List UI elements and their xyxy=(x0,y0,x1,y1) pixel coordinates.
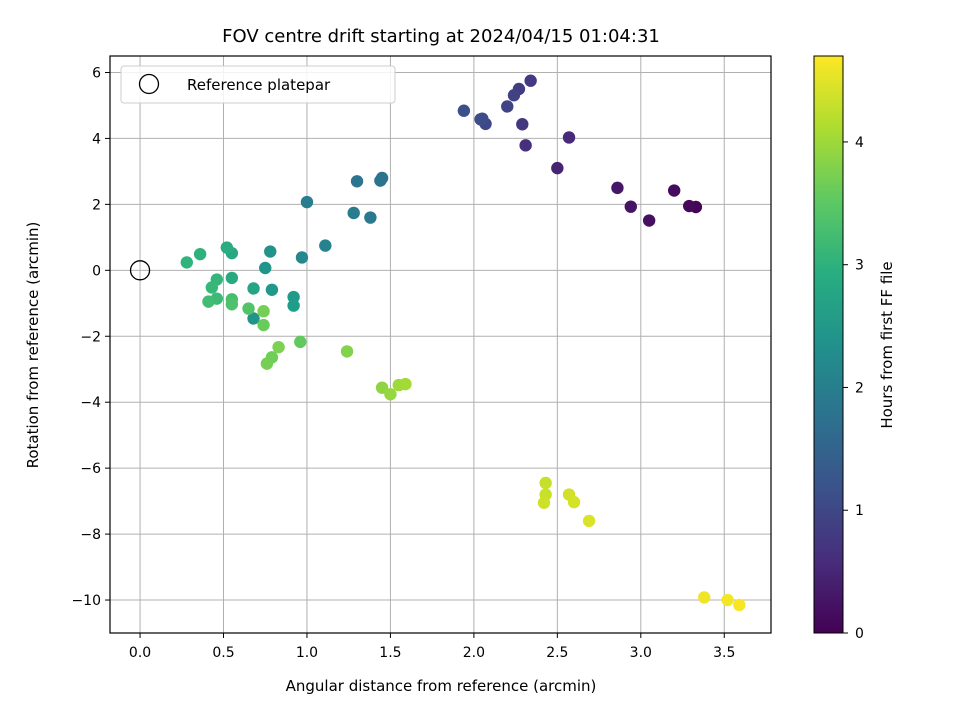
data-point xyxy=(507,89,521,102)
data-point xyxy=(698,591,711,604)
data-point xyxy=(399,377,412,391)
legend-marker xyxy=(138,73,160,95)
colorbar-ticks: 0 1 2 3 4 xyxy=(843,135,864,642)
data-point xyxy=(501,100,514,113)
data-point xyxy=(225,271,239,285)
y-tick-label: −10 xyxy=(71,593,101,609)
data-point xyxy=(295,251,309,264)
data-point xyxy=(220,241,234,254)
legend-label: Reference platepar xyxy=(187,76,331,94)
y-tick-label: 6 xyxy=(92,65,101,81)
data-point xyxy=(457,104,471,117)
data-point xyxy=(537,496,551,509)
data-point xyxy=(347,206,360,220)
data-point xyxy=(247,312,260,325)
data-point xyxy=(683,199,696,213)
data-point xyxy=(202,295,215,308)
colorbar-gradient xyxy=(813,55,844,634)
data-point xyxy=(257,304,270,318)
data-point xyxy=(667,184,681,197)
data-point xyxy=(374,174,387,187)
data-point xyxy=(225,298,239,311)
data-point xyxy=(350,175,364,188)
data-point xyxy=(257,318,270,332)
data-point xyxy=(180,256,193,269)
colorbar-tick-label: 1 xyxy=(855,503,864,519)
y-tick-label: −2 xyxy=(80,329,101,345)
y-tick-label: 0 xyxy=(92,263,101,279)
x-tick-label: 1.5 xyxy=(379,645,401,661)
data-point xyxy=(474,113,487,126)
plot-frame xyxy=(109,55,772,634)
y-tick-label: −6 xyxy=(80,461,101,477)
data-point xyxy=(516,118,529,131)
y-tick-label: 4 xyxy=(92,131,101,147)
x-tick-label: 1.0 xyxy=(296,645,318,661)
data-point xyxy=(193,247,207,261)
data-point xyxy=(524,74,537,87)
data-point xyxy=(260,357,274,370)
x-tick-label: 0.0 xyxy=(129,645,151,661)
legend-box xyxy=(120,65,396,104)
data-point xyxy=(384,388,397,401)
y-tick-label: 2 xyxy=(92,197,101,213)
data-point xyxy=(567,495,581,509)
data-point xyxy=(519,139,532,152)
x-tick-label: 3.0 xyxy=(630,645,652,661)
data-points xyxy=(180,74,746,612)
colorbar-tick-label: 2 xyxy=(855,380,864,396)
data-point xyxy=(721,593,734,607)
y-tick-label: −4 xyxy=(80,395,101,411)
data-point xyxy=(265,283,279,296)
data-point xyxy=(611,181,624,195)
chart-title: FOV centre drift starting at 2024/04/15 … xyxy=(222,26,660,47)
y-axis-label: Rotation from reference (arcmin) xyxy=(24,222,42,469)
x-tick-label: 2.0 xyxy=(463,645,485,661)
data-point xyxy=(247,282,260,295)
colorbar-label: Hours from first FF file xyxy=(878,261,896,428)
x-tick-label: 0.5 xyxy=(212,645,234,661)
data-point xyxy=(642,214,656,227)
data-point xyxy=(375,381,389,394)
data-point xyxy=(582,514,596,528)
data-point xyxy=(300,195,314,209)
data-point xyxy=(624,200,637,213)
grid-lines xyxy=(110,56,771,633)
data-point xyxy=(340,345,354,358)
x-axis-ticks: 0.0 0.5 1.0 1.5 2.0 2.5 3.0 3.5 xyxy=(129,633,735,661)
data-point xyxy=(287,290,300,304)
data-point xyxy=(205,281,219,294)
data-point xyxy=(272,340,285,354)
data-point xyxy=(264,245,277,258)
data-point xyxy=(319,239,332,252)
colorbar-tick-label: 3 xyxy=(855,258,864,274)
data-point xyxy=(539,476,552,490)
reference-platepar-point xyxy=(129,260,151,281)
data-point xyxy=(733,598,746,612)
data-point xyxy=(551,161,564,175)
legend: Reference platepar xyxy=(120,65,396,104)
data-point xyxy=(562,131,576,144)
data-point xyxy=(364,211,377,224)
data-point xyxy=(287,299,300,312)
data-point xyxy=(294,335,307,349)
x-axis-label: Angular distance from reference (arcmin) xyxy=(286,677,597,695)
colorbar: 0 1 2 3 4 Hours from first FF file xyxy=(813,55,896,642)
reference-marker xyxy=(129,260,151,281)
colorbar-tick-label: 4 xyxy=(855,135,864,151)
x-tick-label: 3.5 xyxy=(713,645,735,661)
data-point xyxy=(242,302,255,315)
colorbar-tick-label: 0 xyxy=(855,626,864,642)
x-tick-label: 2.5 xyxy=(546,645,568,661)
y-axis-ticks: −10 −8 −6 −4 −2 0 2 4 6 xyxy=(71,65,110,609)
data-point xyxy=(259,261,272,275)
y-tick-label: −8 xyxy=(80,527,101,543)
